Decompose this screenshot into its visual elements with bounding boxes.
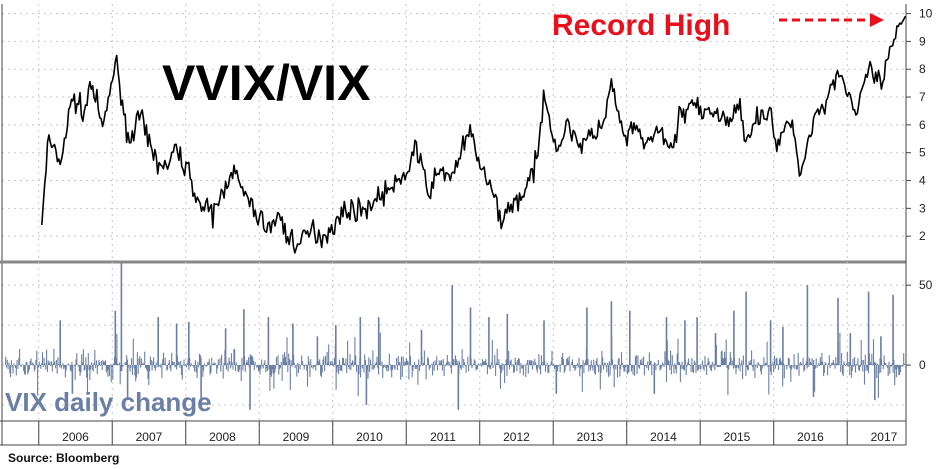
y-tick-label: 10 xyxy=(919,7,933,21)
y-tick-label: 7 xyxy=(919,90,926,104)
x-tick-label: 2014 xyxy=(650,430,677,444)
x-tick-label: 2006 xyxy=(62,430,89,444)
vix-daily-change-series xyxy=(5,262,906,410)
y-tick-label: 5 xyxy=(919,146,926,160)
y-tick-label: 9 xyxy=(919,34,926,48)
x-tick-label: 2012 xyxy=(503,430,530,444)
x-axis-year-labels: 2006 2007 2008 2009 2010 2011 2012 2013 2014 2015… xyxy=(62,430,897,444)
y-tick-label: 0 xyxy=(919,358,926,372)
y-tick-label: 4 xyxy=(919,174,926,188)
x-tick-label: 2008 xyxy=(209,430,236,444)
record-high-arrowhead xyxy=(870,13,884,27)
y-tick-label: 3 xyxy=(919,201,926,215)
x-tick-label: 2011 xyxy=(430,430,456,444)
x-tick-label: 2017 xyxy=(871,430,898,444)
x-tick-label: 2013 xyxy=(577,430,604,444)
year-separators xyxy=(38,4,907,445)
y-tick-label: 50 xyxy=(919,278,933,292)
y-axis-ticks: 2 3 4 5 6 7 8 9 10 50 0 xyxy=(906,7,933,372)
x-tick-label: 2015 xyxy=(724,430,751,444)
x-tick-label: 2016 xyxy=(797,430,824,444)
y-tick-label: 6 xyxy=(919,118,926,132)
ratio-chart-title: VVIX/VIX xyxy=(162,55,370,111)
x-tick-label: 2010 xyxy=(356,430,383,444)
vvix-vix-ratio-line xyxy=(41,15,907,254)
top-panel-grid xyxy=(2,13,906,237)
x-tick-label: 2007 xyxy=(136,430,163,444)
vix-daily-change-title: VIX daily change xyxy=(5,387,212,417)
record-high-label: Record High xyxy=(552,9,730,42)
x-tick-label: 2009 xyxy=(283,430,310,444)
source-label: Source: Bloomberg xyxy=(8,451,120,465)
y-tick-label: 2 xyxy=(919,229,926,243)
y-tick-label: 8 xyxy=(919,62,926,76)
